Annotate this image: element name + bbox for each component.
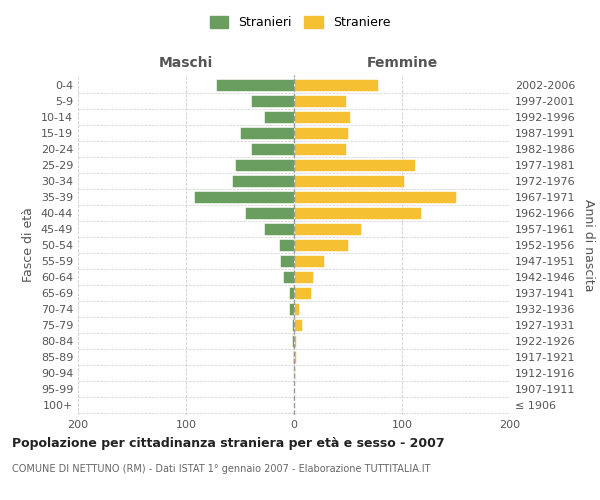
Bar — [294, 94, 346, 106]
Bar — [294, 239, 348, 251]
Bar — [294, 271, 313, 283]
Bar — [294, 303, 299, 315]
Y-axis label: Fasce di età: Fasce di età — [22, 208, 35, 282]
Bar — [283, 271, 294, 283]
Bar — [294, 159, 415, 171]
Bar — [294, 175, 404, 187]
Bar — [264, 110, 294, 122]
Text: Popolazione per cittadinanza straniera per età e sesso - 2007: Popolazione per cittadinanza straniera p… — [12, 438, 445, 450]
Bar — [294, 368, 295, 380]
Bar — [292, 335, 294, 347]
Bar — [294, 255, 324, 267]
Bar — [294, 319, 302, 331]
Y-axis label: Anni di nascita: Anni di nascita — [582, 198, 595, 291]
Bar — [279, 239, 294, 251]
Bar — [280, 255, 294, 267]
Bar — [292, 319, 294, 331]
Bar — [245, 207, 294, 219]
Bar — [294, 143, 346, 155]
Legend: Stranieri, Straniere: Stranieri, Straniere — [205, 11, 395, 34]
Bar — [294, 207, 421, 219]
Bar — [235, 159, 294, 171]
Bar — [289, 303, 294, 315]
Bar — [294, 78, 378, 90]
Text: Maschi: Maschi — [159, 56, 213, 70]
Bar — [294, 191, 456, 203]
Bar — [294, 126, 348, 138]
Bar — [294, 223, 361, 235]
Bar — [251, 143, 294, 155]
Bar — [194, 191, 294, 203]
Bar — [240, 126, 294, 138]
Bar — [216, 78, 294, 90]
Bar — [294, 287, 311, 299]
Bar — [251, 94, 294, 106]
Text: Femmine: Femmine — [367, 56, 437, 70]
Bar — [232, 175, 294, 187]
Bar — [289, 287, 294, 299]
Bar — [293, 351, 294, 364]
Bar — [294, 351, 296, 364]
Bar — [264, 223, 294, 235]
Bar — [294, 335, 296, 347]
Bar — [294, 110, 350, 122]
Text: COMUNE DI NETTUNO (RM) - Dati ISTAT 1° gennaio 2007 - Elaborazione TUTTITALIA.IT: COMUNE DI NETTUNO (RM) - Dati ISTAT 1° g… — [12, 464, 431, 474]
